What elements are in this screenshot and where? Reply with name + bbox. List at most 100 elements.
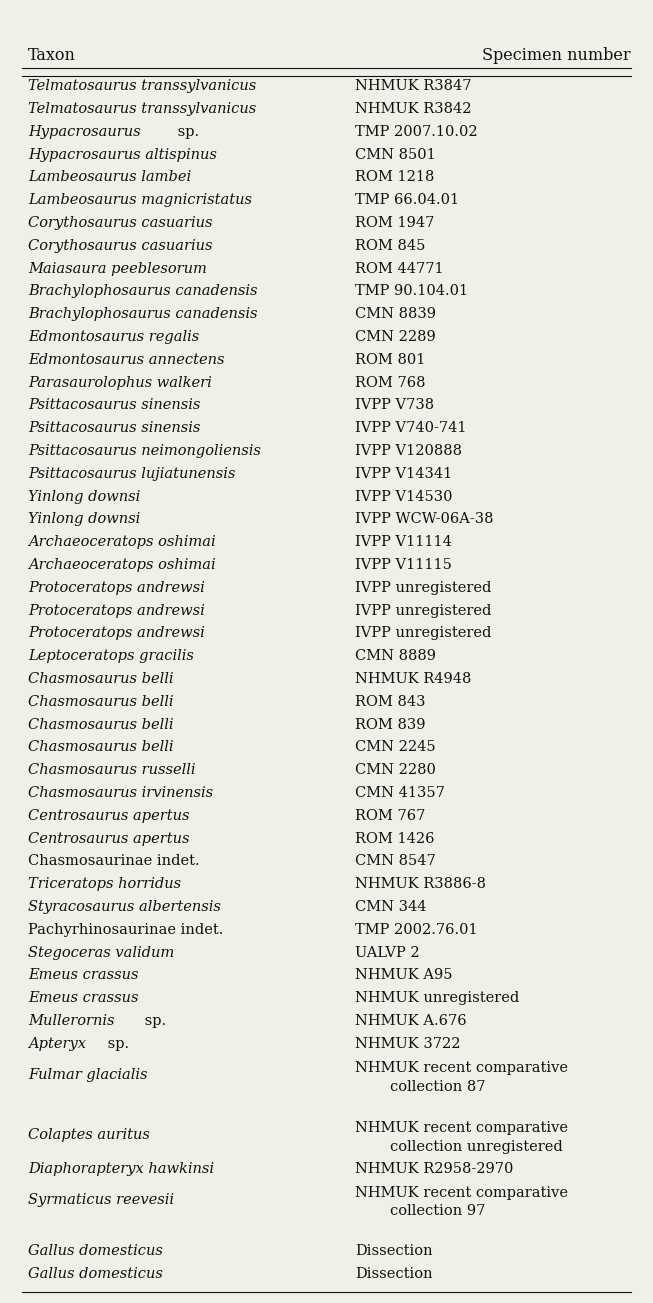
Text: IVPP unregistered: IVPP unregistered bbox=[355, 581, 491, 595]
Text: NHMUK A.676: NHMUK A.676 bbox=[355, 1014, 467, 1028]
Text: Taxon: Taxon bbox=[28, 47, 76, 65]
Text: Triceratops horridus: Triceratops horridus bbox=[28, 877, 181, 891]
Text: IVPP V738: IVPP V738 bbox=[355, 399, 434, 413]
Text: Gallus domesticus: Gallus domesticus bbox=[28, 1268, 163, 1281]
Text: Yinlong downsi: Yinlong downsi bbox=[28, 512, 140, 526]
Text: Brachylophosaurus canadensis: Brachylophosaurus canadensis bbox=[28, 284, 257, 298]
Text: NHMUK A95: NHMUK A95 bbox=[355, 968, 453, 982]
Text: collection unregistered: collection unregistered bbox=[390, 1140, 563, 1153]
Text: NHMUK R4948: NHMUK R4948 bbox=[355, 672, 471, 687]
Text: Corythosaurus casuarius: Corythosaurus casuarius bbox=[28, 216, 212, 231]
Text: Chasmosaurus belli: Chasmosaurus belli bbox=[28, 718, 174, 732]
Text: Apteryx: Apteryx bbox=[28, 1037, 86, 1050]
Text: collection 97: collection 97 bbox=[390, 1204, 485, 1218]
Text: Edmontosaurus regalis: Edmontosaurus regalis bbox=[28, 330, 199, 344]
Text: ROM 767: ROM 767 bbox=[355, 809, 425, 823]
Text: Mullerornis: Mullerornis bbox=[28, 1014, 114, 1028]
Text: Diaphorapteryx hawkinsi: Diaphorapteryx hawkinsi bbox=[28, 1162, 214, 1175]
Text: sp.: sp. bbox=[140, 1014, 166, 1028]
Text: Emeus crassus: Emeus crassus bbox=[28, 992, 138, 1005]
Text: Parasaurolophus walkeri: Parasaurolophus walkeri bbox=[28, 375, 212, 390]
Text: Gallus domesticus: Gallus domesticus bbox=[28, 1244, 163, 1259]
Text: Pachyrhinosaurinae indet.: Pachyrhinosaurinae indet. bbox=[28, 923, 223, 937]
Text: IVPP V11115: IVPP V11115 bbox=[355, 558, 452, 572]
Text: NHMUK recent comparative: NHMUK recent comparative bbox=[355, 1061, 568, 1075]
Text: Fulmar glacialis: Fulmar glacialis bbox=[28, 1068, 148, 1083]
Text: Psittacosaurus sinensis: Psittacosaurus sinensis bbox=[28, 399, 200, 413]
Text: Yinlong downsi: Yinlong downsi bbox=[28, 490, 140, 504]
Text: CMN 8501: CMN 8501 bbox=[355, 147, 436, 162]
Text: NHMUK R3886-8: NHMUK R3886-8 bbox=[355, 877, 486, 891]
Text: ROM 1947: ROM 1947 bbox=[355, 216, 434, 231]
Text: ROM 44771: ROM 44771 bbox=[355, 262, 443, 276]
Text: Centrosaurus apertus: Centrosaurus apertus bbox=[28, 831, 189, 846]
Text: IVPP V14530: IVPP V14530 bbox=[355, 490, 453, 504]
Text: Centrosaurus apertus: Centrosaurus apertus bbox=[28, 809, 189, 823]
Text: NHMUK recent comparative: NHMUK recent comparative bbox=[355, 1121, 568, 1135]
Text: Dissection: Dissection bbox=[355, 1244, 433, 1259]
Text: Archaeoceratops oshimai: Archaeoceratops oshimai bbox=[28, 536, 215, 550]
Text: ROM 839: ROM 839 bbox=[355, 718, 426, 732]
Text: Hypacrosaurus altispinus: Hypacrosaurus altispinus bbox=[28, 147, 217, 162]
Text: Syrmaticus reevesii: Syrmaticus reevesii bbox=[28, 1194, 174, 1207]
Text: CMN 344: CMN 344 bbox=[355, 900, 426, 915]
Text: Psittacosaurus lujiatunensis: Psittacosaurus lujiatunensis bbox=[28, 466, 235, 481]
Text: Chasmosaurus russelli: Chasmosaurus russelli bbox=[28, 764, 195, 778]
Text: CMN 8547: CMN 8547 bbox=[355, 855, 436, 869]
Text: CMN 8889: CMN 8889 bbox=[355, 649, 436, 663]
Text: NHMUK unregistered: NHMUK unregistered bbox=[355, 992, 519, 1005]
Text: Chasmosaurus belli: Chasmosaurus belli bbox=[28, 672, 174, 687]
Text: ROM 843: ROM 843 bbox=[355, 694, 426, 709]
Text: NHMUK R3842: NHMUK R3842 bbox=[355, 102, 471, 116]
Text: IVPP WCW-06A-38: IVPP WCW-06A-38 bbox=[355, 512, 494, 526]
Text: sp.: sp. bbox=[173, 125, 199, 139]
Text: Protoceratops andrewsi: Protoceratops andrewsi bbox=[28, 603, 205, 618]
Text: ROM 801: ROM 801 bbox=[355, 353, 425, 367]
Text: collection 87: collection 87 bbox=[390, 1080, 485, 1093]
Text: TMP 2002.76.01: TMP 2002.76.01 bbox=[355, 923, 477, 937]
Text: IVPP V14341: IVPP V14341 bbox=[355, 466, 453, 481]
Text: IVPP V11114: IVPP V11114 bbox=[355, 536, 452, 550]
Text: NHMUK recent comparative: NHMUK recent comparative bbox=[355, 1186, 568, 1200]
Text: Maiasaura peeblesorum: Maiasaura peeblesorum bbox=[28, 262, 207, 276]
Text: Dissection: Dissection bbox=[355, 1268, 433, 1281]
Text: TMP 2007.10.02: TMP 2007.10.02 bbox=[355, 125, 477, 139]
Text: Psittacosaurus neimongoliensis: Psittacosaurus neimongoliensis bbox=[28, 444, 261, 459]
Text: Archaeoceratops oshimai: Archaeoceratops oshimai bbox=[28, 558, 215, 572]
Text: Edmontosaurus annectens: Edmontosaurus annectens bbox=[28, 353, 225, 367]
Text: Leptoceratops gracilis: Leptoceratops gracilis bbox=[28, 649, 194, 663]
Text: TMP 66.04.01: TMP 66.04.01 bbox=[355, 193, 459, 207]
Text: Colaptes auritus: Colaptes auritus bbox=[28, 1128, 150, 1143]
Text: Chasmosaurus belli: Chasmosaurus belli bbox=[28, 740, 174, 754]
Text: ROM 768: ROM 768 bbox=[355, 375, 426, 390]
Text: Chasmosaurus belli: Chasmosaurus belli bbox=[28, 694, 174, 709]
Text: Specimen number: Specimen number bbox=[483, 47, 631, 65]
Text: TMP 90.104.01: TMP 90.104.01 bbox=[355, 284, 468, 298]
Text: Styracosaurus albertensis: Styracosaurus albertensis bbox=[28, 900, 221, 915]
Text: Psittacosaurus sinensis: Psittacosaurus sinensis bbox=[28, 421, 200, 435]
Text: Lambeosaurus lambei: Lambeosaurus lambei bbox=[28, 171, 191, 185]
Text: Hypacrosaurus: Hypacrosaurus bbox=[28, 125, 140, 139]
Text: NHMUK 3722: NHMUK 3722 bbox=[355, 1037, 460, 1050]
Text: sp.: sp. bbox=[103, 1037, 129, 1050]
Text: CMN 2280: CMN 2280 bbox=[355, 764, 436, 778]
Text: Protoceratops andrewsi: Protoceratops andrewsi bbox=[28, 581, 205, 595]
Text: IVPP V740-741: IVPP V740-741 bbox=[355, 421, 466, 435]
Text: NHMUK R2958-2970: NHMUK R2958-2970 bbox=[355, 1162, 513, 1175]
Text: Lambeosaurus magnicristatus: Lambeosaurus magnicristatus bbox=[28, 193, 252, 207]
Text: IVPP unregistered: IVPP unregistered bbox=[355, 627, 491, 641]
Text: NHMUK R3847: NHMUK R3847 bbox=[355, 79, 471, 94]
Text: Stegoceras validum: Stegoceras validum bbox=[28, 946, 174, 960]
Text: CMN 2245: CMN 2245 bbox=[355, 740, 436, 754]
Text: UALVP 2: UALVP 2 bbox=[355, 946, 420, 960]
Text: Telmatosaurus transsylvanicus: Telmatosaurus transsylvanicus bbox=[28, 102, 256, 116]
Text: Emeus crassus: Emeus crassus bbox=[28, 968, 138, 982]
Text: Chasmosaurus irvinensis: Chasmosaurus irvinensis bbox=[28, 786, 213, 800]
Text: ROM 1218: ROM 1218 bbox=[355, 171, 434, 185]
Text: IVPP unregistered: IVPP unregistered bbox=[355, 603, 491, 618]
Text: ROM 845: ROM 845 bbox=[355, 238, 425, 253]
Text: Protoceratops andrewsi: Protoceratops andrewsi bbox=[28, 627, 205, 641]
Text: CMN 41357: CMN 41357 bbox=[355, 786, 445, 800]
Text: Telmatosaurus transsylvanicus: Telmatosaurus transsylvanicus bbox=[28, 79, 256, 94]
Text: IVPP V120888: IVPP V120888 bbox=[355, 444, 462, 459]
